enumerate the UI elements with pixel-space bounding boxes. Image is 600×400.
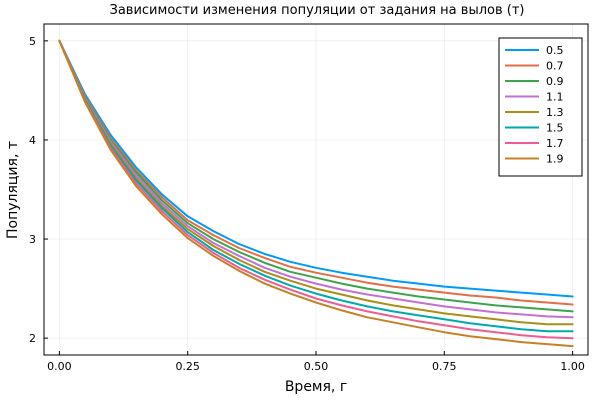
series-line-1-3 bbox=[58, 39, 574, 326]
series-line-1-7 bbox=[58, 39, 574, 340]
series-line-0-9 bbox=[58, 39, 574, 313]
legend-label: 1.9 bbox=[546, 153, 564, 166]
x-tick-label: 0.75 bbox=[432, 360, 457, 373]
x-axis-label: Время, г bbox=[285, 379, 347, 395]
series-line-0-7 bbox=[58, 39, 574, 306]
legend-label: 1.1 bbox=[546, 91, 564, 104]
legend-label: 1.7 bbox=[546, 137, 564, 150]
series-line-1-1 bbox=[58, 39, 574, 319]
tick-layer: 0.00 0.25 0.50 0.75 1.00 2 3 4 5 bbox=[29, 35, 585, 373]
y-tick-label: 4 bbox=[29, 134, 36, 147]
legend-label: 0.9 bbox=[546, 75, 564, 88]
legend-box bbox=[498, 37, 583, 177]
series-line-1-9 bbox=[58, 39, 574, 348]
legend-label: 1.5 bbox=[546, 122, 564, 135]
legend: 0.5 0.7 0.9 1.1 1.3 1.5 1.7 1.9 bbox=[498, 37, 583, 177]
x-tick-label: 0.00 bbox=[47, 360, 72, 373]
series-layer bbox=[58, 39, 574, 348]
y-tick-label: 2 bbox=[29, 332, 36, 345]
y-tick-label: 5 bbox=[29, 35, 36, 48]
legend-label: 1.3 bbox=[546, 106, 564, 119]
x-tick-label: 0.25 bbox=[175, 360, 200, 373]
legend-label: 0.7 bbox=[546, 60, 564, 73]
series-line-0-5 bbox=[58, 39, 574, 298]
legend-label: 0.5 bbox=[546, 44, 564, 57]
grid-layer bbox=[44, 24, 588, 355]
x-tick-label: 1.00 bbox=[560, 360, 585, 373]
x-tick-label: 0.50 bbox=[304, 360, 329, 373]
series-line-1-5 bbox=[58, 39, 574, 333]
chart-title: Зависимости изменения популяции от задан… bbox=[110, 3, 525, 18]
y-tick-label: 3 bbox=[29, 233, 36, 246]
y-axis-label: Популяция, т bbox=[5, 141, 21, 239]
